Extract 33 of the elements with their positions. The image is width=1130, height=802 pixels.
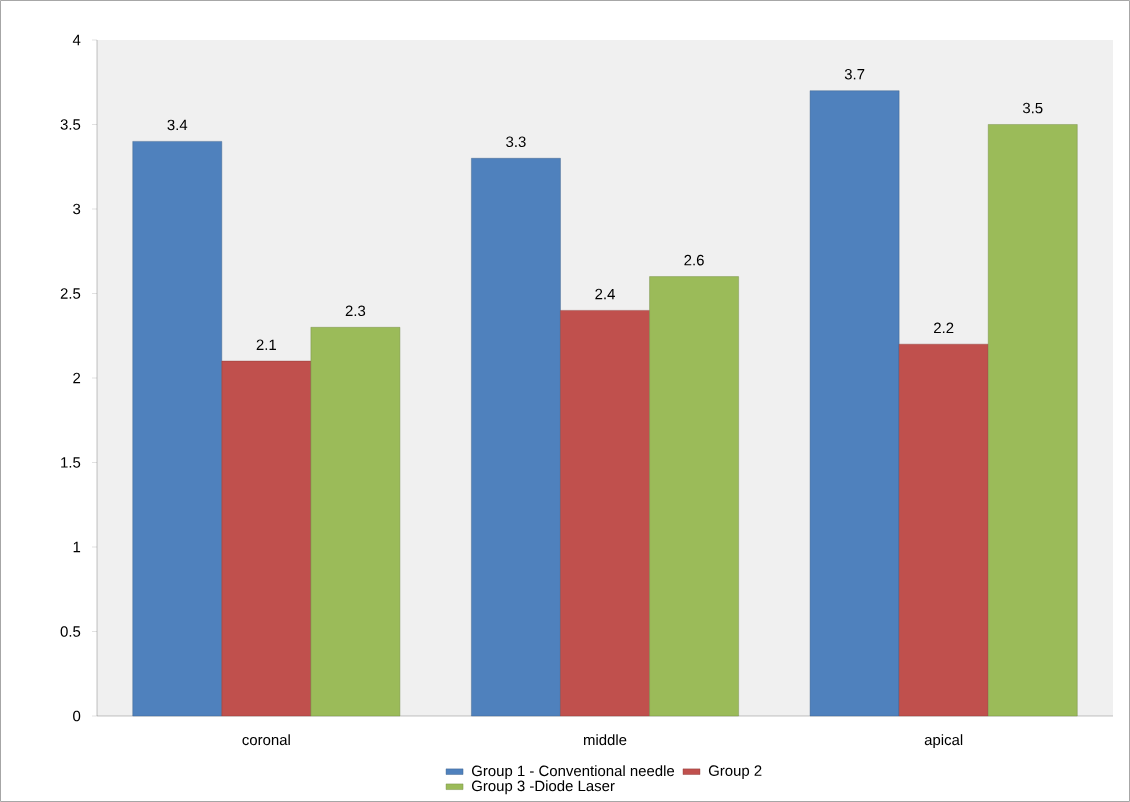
data-label: 3.4	[167, 119, 188, 131]
legend-label: Group 1 - Conventional needle	[471, 765, 675, 780]
bar	[809, 90, 900, 717]
y-tick-label: 2.5	[60, 288, 81, 299]
bar	[471, 158, 561, 717]
y-tick-label: 0	[73, 710, 81, 722]
data-label: 2.4	[595, 288, 615, 300]
data-label: 3.3	[506, 136, 526, 148]
bar	[898, 344, 989, 717]
x-tick-label: middle	[583, 734, 627, 746]
data-label: 2.6	[684, 254, 704, 266]
data-label: 3.5	[1022, 102, 1043, 114]
data-label: 2.2	[934, 322, 954, 334]
legend-label: Group 3 -Diode Laser	[471, 780, 615, 795]
bar	[310, 327, 401, 717]
data-label: 2.1	[256, 339, 276, 350]
x-tick-label: apical	[924, 734, 963, 749]
legend-label: Group 2	[708, 765, 762, 779]
bar	[560, 310, 650, 717]
y-tick-label: 0.5	[60, 626, 81, 637]
y-tick-label: 3.5	[60, 119, 81, 130]
bar	[132, 141, 222, 717]
bar	[221, 360, 312, 717]
y-tick-label: 1.5	[61, 457, 81, 468]
data-label: 2.3	[345, 305, 366, 317]
y-tick-label: 4	[72, 34, 81, 46]
bar	[988, 124, 1078, 717]
x-tick-label: coronal	[242, 734, 290, 746]
y-tick-label: 1	[73, 541, 81, 553]
bar	[649, 276, 739, 717]
data-label: 3.7	[844, 68, 865, 80]
y-tick-label: 3	[73, 203, 81, 215]
y-tick-label: 2	[73, 372, 81, 384]
